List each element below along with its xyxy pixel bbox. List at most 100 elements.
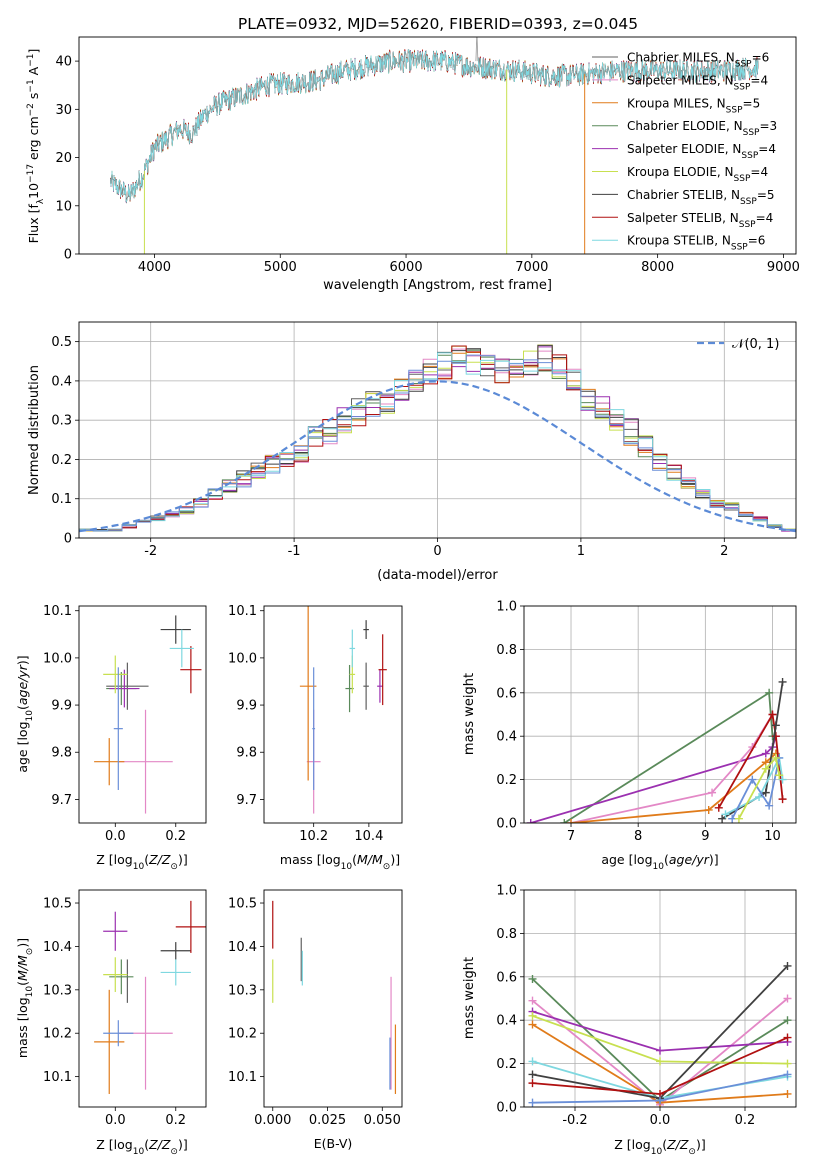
series-marker	[748, 775, 757, 784]
axes: 10.2 10.4 9.7 9.8 9.9 10.0 10.1 mass [log10(M/M…	[228, 604, 403, 872]
y-tick-label: 10.0	[43, 651, 72, 666]
x-tick-label: 6000	[390, 260, 423, 275]
x-axis-label: E(B-V)	[314, 1136, 353, 1151]
plot-area	[94, 615, 202, 814]
plot-area	[272, 900, 397, 1094]
y-axis-label: Flux [fλ10−17 erg cm−2 s−1 A−1]	[26, 49, 46, 244]
series-marker	[734, 814, 743, 823]
x-tick-label: 5000	[264, 260, 297, 275]
x-tick-label: 7	[567, 829, 575, 844]
x-tick-label: 7000	[515, 260, 548, 275]
x-tick-label: 0.0	[105, 1113, 126, 1128]
plot-area	[94, 900, 206, 1094]
x-tick-label: 0.2	[735, 1113, 756, 1128]
y-tick-label: 0.4	[496, 1014, 517, 1029]
axes: -0.2 0.0 0.2 0.0 0.2 0.4 0.6 0.8 1.0 Z [log10(Z/Z…	[462, 884, 797, 1157]
y-tick-label: 10.2	[228, 1027, 257, 1042]
x-tick-label: 4000	[138, 260, 171, 275]
series-line	[570, 752, 777, 823]
age-vs-Z-panel: 0.0 0.2 9.7 9.8 9.9 10.0 10.1 Z [log10(Z/Z⊙)] ag…	[15, 604, 207, 872]
x-tick-label: 9	[701, 829, 709, 844]
y-axis-label: age [log10(age/yr)]	[15, 655, 35, 772]
x-axis-label: (data-model)/error	[377, 568, 498, 583]
mass-vs-Z-panel: 0.0 0.2 10.1 10.2 10.3 10.4 10.5 Z [log10(Z/Z⊙)…	[15, 889, 207, 1157]
series-line	[731, 757, 781, 820]
plot-area	[526, 677, 787, 823]
y-tick-label: 0	[64, 248, 72, 263]
y-tick-label: 0.2	[496, 773, 517, 788]
axes-frame	[263, 889, 403, 1108]
x-axis-label: Z [log10(Z/Z⊙)]	[96, 1137, 187, 1157]
legend-entry: Chabrier STELIB, NSSP=5	[627, 188, 775, 207]
series-marker	[783, 961, 792, 970]
spectrum-panel: 4000 5000 6000 7000 8000 9000 0 10 20 30 40 wavelen…	[26, 36, 800, 293]
series-marker	[778, 677, 787, 686]
axes: 4000 5000 6000 7000 8000 9000 0 10 20 30 40 wavelen…	[26, 36, 800, 293]
series-marker	[775, 771, 784, 780]
legend: Chabrier MILES, NSSP=6 Salpeter MILES, NS…	[592, 51, 777, 253]
x-axis-label: Z [log10(Z/Z⊙)]	[96, 852, 187, 872]
series-marker	[768, 710, 777, 719]
y-axis-label: mass [log10(M/M⊙)]	[15, 938, 35, 1058]
normal-curve	[79, 380, 796, 533]
series-marker	[528, 1011, 537, 1020]
x-tick-label: 0.050	[364, 1113, 401, 1128]
plot-area	[299, 606, 387, 814]
axes: 0.0 0.2 9.7 9.8 9.9 10.0 10.1 Z [log10(Z/Z⊙)] ag…	[15, 604, 207, 872]
series-marker	[567, 819, 576, 823]
mass-weight-vs-Z-panel: -0.2 0.0 0.2 0.0 0.2 0.4 0.6 0.8 1.0 Z [log10(Z/Z…	[462, 884, 797, 1157]
x-tick-label: 1	[577, 544, 585, 559]
x-tick-label: 0.025	[309, 1113, 346, 1128]
series-marker	[778, 795, 787, 804]
series-marker	[783, 1089, 792, 1098]
y-tick-label: 0.6	[496, 970, 517, 985]
legend-entry: 𝒩(0, 1)	[732, 337, 779, 352]
x-tick-label: 8000	[641, 260, 674, 275]
series-marker	[761, 749, 770, 758]
series-marker	[528, 1020, 537, 1029]
axes-frame	[78, 605, 207, 824]
series-marker	[528, 996, 537, 1005]
series-marker	[528, 1070, 537, 1079]
series-marker	[755, 792, 764, 801]
axes: 7 8 9 10 0.0 0.2 0.4 0.6 0.8 1.0 age [log10(age/yr…	[462, 600, 797, 872]
y-tick-label: 10.0	[228, 651, 257, 666]
y-tick-label: 9.8	[236, 746, 257, 761]
series-line	[725, 755, 784, 816]
plot-area	[110, 37, 759, 254]
y-tick-label: 0.2	[496, 1057, 517, 1072]
axes: 0.000 0.025 0.050 10.1 10.2 10.3 10.4 10.5 E(B-V…	[228, 889, 403, 1151]
legend-entry: Kroupa MILES, NSSP=5	[627, 96, 760, 115]
axes: -2 -1 0 1 2 0 0.1 0.2 0.3 0.4 0.5 𝒩(0, 1) (data-mode…	[27, 321, 797, 583]
legend-entry: Salpeter STELIB, NSSP=4	[627, 211, 773, 230]
series-marker	[771, 721, 780, 730]
y-tick-label: 9.7	[51, 793, 72, 808]
mass-vs-ebv-panel: 0.000 0.025 0.050 10.1 10.2 10.3 10.4 10.5 E(B-V…	[228, 889, 403, 1151]
y-tick-label: 20	[55, 151, 72, 166]
figure-title: PLATE=0932, MJD=52620, FIBERID=0393, z=0…	[238, 15, 638, 33]
series-marker	[771, 732, 780, 741]
series-marker	[528, 1098, 537, 1107]
legend-entry: Salpeter ELODIE, NSSP=4	[627, 142, 776, 161]
series-marker	[783, 994, 792, 1003]
series-marker	[526, 819, 535, 823]
y-tick-label: 10.4	[228, 940, 257, 955]
grid	[524, 605, 796, 824]
series-marker	[656, 1046, 664, 1055]
y-tick-label: 10	[55, 199, 72, 214]
series-marker	[714, 803, 723, 812]
y-tick-label: 30	[55, 103, 72, 118]
x-tick-label: 10.4	[354, 829, 383, 844]
series-line	[738, 755, 781, 820]
y-axis-label: mass weight	[462, 673, 477, 755]
x-tick-label: 0.0	[650, 1113, 671, 1128]
axes-frame	[263, 605, 403, 824]
legend-entry: Chabrier MILES, NSSP=6	[627, 51, 769, 70]
series-marker	[783, 1070, 792, 1079]
x-axis-label: mass [log10(M/M⊙)]	[280, 852, 400, 872]
y-tick-label: 0	[64, 532, 72, 547]
series-marker	[728, 814, 737, 823]
y-tick-label: 10.4	[43, 940, 72, 955]
axes-frame	[78, 36, 797, 255]
x-axis-label: Z [log10(Z/Z⊙)]	[614, 1137, 705, 1157]
